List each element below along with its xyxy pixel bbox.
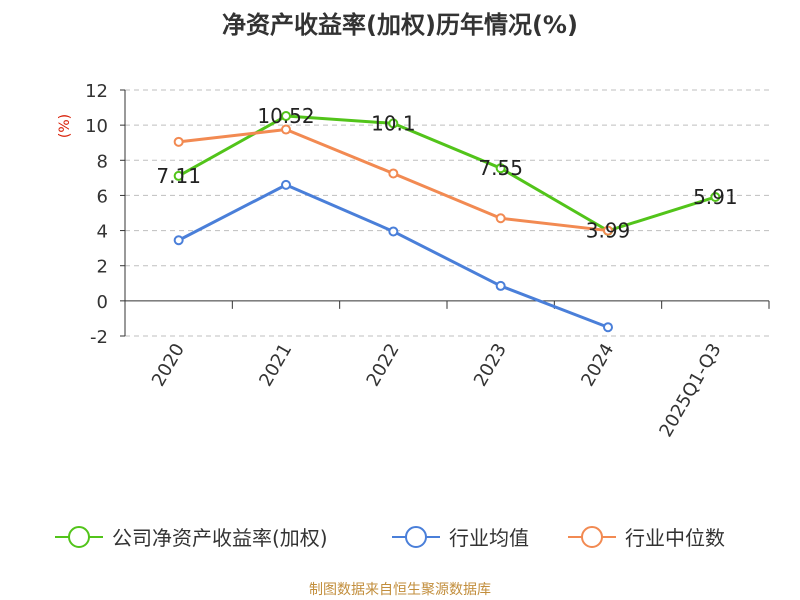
legend-marker <box>68 526 90 548</box>
y-tick-label: 0 <box>97 292 108 313</box>
data-point <box>173 170 184 181</box>
data-point <box>710 192 721 203</box>
data-label: 7.11 <box>156 164 201 188</box>
series-lines <box>173 111 721 333</box>
x-tick-label: 2022 <box>363 340 404 390</box>
x-tick-label: 2025Q1-Q3 <box>655 340 725 441</box>
data-point <box>173 136 184 147</box>
y-tick-label: 12 <box>85 81 108 102</box>
x-tick-label: 2021 <box>255 340 296 390</box>
source-text: 制图数据来自恒生聚源数据库 <box>309 582 491 598</box>
series-line-1 <box>177 183 609 329</box>
y-tick-label: 2 <box>97 257 108 278</box>
data-point <box>495 280 506 291</box>
data-point <box>388 168 399 179</box>
data-label: 7.55 <box>478 156 523 180</box>
series-line-0 <box>177 114 716 233</box>
x-tick-label: 2023 <box>470 340 511 390</box>
y-tick-label: 6 <box>97 186 108 207</box>
legend-marker <box>405 526 427 548</box>
data-point <box>388 118 399 129</box>
legend-label: 行业均值 <box>449 526 529 550</box>
data-point <box>388 226 399 237</box>
chart-title: 净资产收益率(加权)历年情况(%) <box>222 11 578 39</box>
data-label: 10.1 <box>371 111 416 135</box>
data-label: 3.99 <box>586 219 631 243</box>
data-point <box>281 111 291 122</box>
gridlines <box>125 89 769 337</box>
data-point <box>603 225 613 236</box>
legend-marker <box>581 526 603 548</box>
data-label: 5.91 <box>693 185 738 209</box>
x-tick-label: 2020 <box>148 340 189 390</box>
y-tick-label: 4 <box>97 222 108 243</box>
data-point <box>495 213 506 224</box>
axes: -2 0 2 4 6 8 10 12 2020 2021 2022 2023 2024 2025Q1-Q3 <box>85 81 770 441</box>
data-point <box>603 322 613 333</box>
data-point <box>281 179 291 190</box>
data-point <box>281 124 291 135</box>
data-labels: 7.11 10.52 10.1 7.55 3.99 5.91 <box>156 104 737 243</box>
legend: 公司净资产收益率(加权) 行业均值 行业中位数 <box>55 526 725 550</box>
y-tick-label: 8 <box>97 151 108 172</box>
series-line-2 <box>178 128 609 233</box>
data-point <box>495 163 506 174</box>
y-axis-unit-label: (%) <box>57 114 73 138</box>
legend-label: 行业中位数 <box>625 526 725 550</box>
legend-label: 公司净资产收益率(加权) <box>112 526 328 550</box>
data-label: 10.52 <box>257 104 314 128</box>
y-tick-label: 10 <box>85 116 108 137</box>
x-tick-label: 2024 <box>577 340 618 390</box>
y-tick-label: -2 <box>90 327 108 348</box>
data-point <box>173 235 184 246</box>
